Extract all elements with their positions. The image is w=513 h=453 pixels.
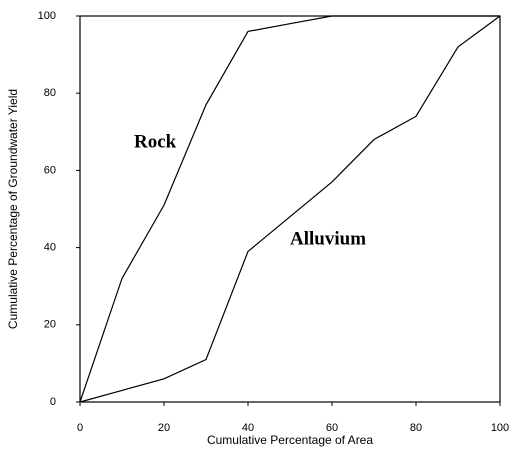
y-tick-label: 40	[44, 242, 56, 254]
y-tick-label: 100	[38, 10, 56, 22]
x-tick-label: 20	[158, 422, 170, 434]
x-tick-label: 40	[242, 422, 254, 434]
plot-frame	[79, 15, 501, 403]
y-tick-label: 20	[44, 319, 56, 331]
x-tick-label: 80	[410, 422, 422, 434]
series-label: Alluvium	[290, 228, 366, 249]
y-tick-label: 60	[44, 164, 56, 176]
y-tick-label: 0	[50, 396, 56, 408]
x-tick-label: 60	[326, 422, 338, 434]
x-axis-title: Cumulative Percentage of Area	[207, 433, 373, 447]
series-line	[79, 15, 501, 403]
x-tick-label: 0	[77, 422, 83, 434]
series-label: Rock	[134, 131, 177, 152]
x-tick-label: 100	[491, 422, 509, 434]
y-tick-label: 80	[44, 87, 56, 99]
y-axis-title: Cumulative Percentage of Groundwater Yie…	[6, 89, 20, 329]
series-line	[79, 15, 500, 403]
